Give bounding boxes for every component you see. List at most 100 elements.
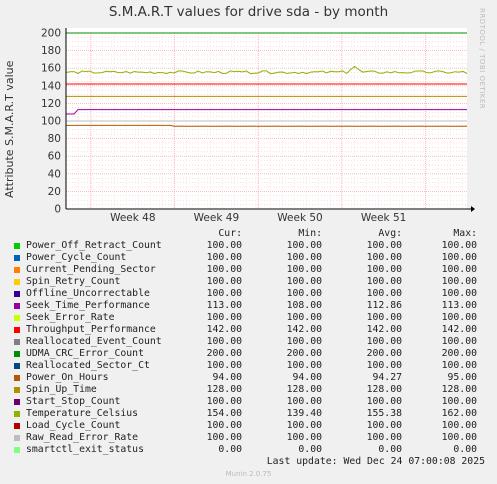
series-line-power-on-hours	[66, 124, 467, 127]
x-tick-label: Week 51	[361, 212, 406, 224]
legend-row: Raw_Read_Error_Rate 100.00 100.00 100.00 100…	[12, 432, 487, 444]
legend-value-max: 100.00	[441, 252, 477, 263]
legend-value-min: 0.00	[298, 444, 322, 455]
last-update: Last update: Wed Dec 24 07:00:08 2025	[266, 456, 485, 467]
legend-series-name: Seek_Time_Performance	[26, 300, 150, 311]
chart-plot: 0 20 40 60 80 100 120 140 160 180 200 Week 48 Week 4…	[41, 28, 475, 224]
legend-row: Power_Cycle_Count 100.00 100.00 100.00 100.0…	[12, 252, 487, 264]
legend-value-cur: 100.00	[206, 276, 242, 287]
legend-value-min: 100.00	[286, 432, 322, 443]
legend-value-min: 100.00	[286, 420, 322, 431]
legend-value-min: 100.00	[286, 240, 322, 251]
legend-swatch	[14, 375, 20, 381]
y-tick-label: 80	[48, 133, 61, 145]
legend-value-cur: 100.00	[206, 420, 242, 431]
legend-value-min: 100.00	[286, 264, 322, 275]
legend-swatch	[14, 363, 20, 369]
legend-value-avg: 100.00	[366, 288, 402, 299]
legend-row: Reallocated_Sector_Ct 100.00 100.00 100.00 1…	[12, 360, 487, 372]
legend-series-name: Start_Stop_Count	[26, 396, 121, 407]
legend-value-min: 100.00	[286, 312, 322, 323]
y-tick-label: 160	[41, 63, 61, 75]
y-tick-label: 60	[48, 151, 61, 163]
y-tick-label: 120	[41, 98, 61, 110]
y-tick-label: 180	[41, 45, 61, 57]
legend-value-cur: 100.00	[206, 240, 242, 251]
legend-value-cur: 100.00	[206, 252, 242, 263]
legend-value-max: 100.00	[441, 240, 477, 251]
y-tick-label: 40	[48, 168, 61, 180]
legend-row: Throughput_Performance 142.00 142.00 142.00…	[12, 324, 487, 336]
legend-swatch	[14, 255, 20, 261]
legend-row: Power_On_Hours 94.00 94.00 94.27 95.00	[12, 372, 487, 384]
legend-row: Temperature_Celsius 154.00 139.40 155.38 162…	[12, 408, 487, 420]
legend-row: Seek_Time_Performance 113.00 108.00 112.86 1…	[12, 300, 487, 312]
legend-swatch	[14, 315, 20, 321]
legend-swatch	[14, 291, 20, 297]
legend-swatch	[14, 279, 20, 285]
legend-row: Current_Pending_Sector 100.00 100.00 100.00…	[12, 264, 487, 276]
legend-series-name: Raw_Read_Error_Rate	[26, 432, 139, 443]
legend-value-min: 100.00	[286, 336, 322, 347]
legend-value-min: 94.00	[292, 372, 323, 383]
legend-header-max: Max:	[453, 228, 477, 239]
legend-value-max: 100.00	[441, 288, 477, 299]
legend-swatch	[14, 339, 20, 345]
legend-row: Reallocated_Event_Count 100.00 100.00 100.0…	[12, 336, 487, 348]
legend-value-min: 100.00	[286, 276, 322, 287]
legend-value-min: 100.00	[286, 396, 322, 407]
legend-value-avg: 94.27	[372, 372, 403, 383]
legend-value-max: 100.00	[441, 420, 477, 431]
legend-value-max: 0.00	[453, 444, 477, 455]
legend-swatch	[14, 243, 20, 249]
legend-series-name: UDMA_CRC_Error_Count	[26, 348, 144, 359]
legend-value-cur: 100.00	[206, 336, 242, 347]
legend-swatch	[14, 267, 20, 273]
legend-value-min: 100.00	[286, 288, 322, 299]
legend-series-name: Reallocated_Sector_Ct	[26, 360, 150, 371]
legend-value-avg: 142.00	[366, 324, 402, 335]
legend-header-cur: Cur:	[218, 228, 242, 239]
legend-value-max: 200.00	[441, 348, 477, 359]
legend-row: Offline_Uncorrectable 100.00 100.00 100.00 1…	[12, 288, 487, 300]
legend-row: UDMA_CRC_Error_Count 200.00 200.00 200.00 20…	[12, 348, 487, 360]
legend-value-max: 100.00	[441, 312, 477, 323]
legend-swatch	[14, 423, 20, 429]
x-tick-label: Week 49	[194, 212, 239, 224]
legend-value-max: 162.00	[441, 408, 477, 419]
legend-value-min: 128.00	[286, 384, 322, 395]
legend-value-max: 100.00	[441, 432, 477, 443]
y-tick-label: 140	[41, 80, 61, 92]
legend-value-avg: 0.00	[378, 444, 402, 455]
legend-value-max: 128.00	[441, 384, 477, 395]
x-axis-arrow	[471, 206, 475, 212]
legend-series-name: Seek_Error_Rate	[26, 312, 115, 323]
legend-header: Cur: Min: Avg: Max:	[12, 228, 487, 240]
x-tick-label: Week 50	[277, 212, 322, 224]
legend-value-cur: 100.00	[206, 360, 242, 371]
legend-series-name: Offline_Uncorrectable	[26, 288, 150, 299]
legend-value-max: 95.00	[447, 372, 478, 383]
legend-value-avg: 100.00	[366, 276, 402, 287]
legend-value-min: 100.00	[286, 360, 322, 371]
legend-swatch	[14, 447, 20, 453]
legend-value-cur: 100.00	[206, 396, 242, 407]
legend-value-cur: 154.00	[206, 408, 242, 419]
legend-value-cur: 94.00	[212, 372, 243, 383]
legend-value-avg: 200.00	[366, 348, 402, 359]
legend-value-avg: 100.00	[366, 252, 402, 263]
legend-series-name: Spin_Up_Time	[26, 384, 97, 395]
legend-series-name: smartctl_exit_status	[26, 444, 144, 455]
legend-row: Start_Stop_Count 100.00 100.00 100.00 100.00	[12, 396, 487, 408]
y-tick-label: 0	[54, 204, 61, 216]
legend-swatch	[14, 351, 20, 357]
legend-row: Seek_Error_Rate 100.00 100.00 100.00 100.00	[12, 312, 487, 324]
legend-value-avg: 100.00	[366, 420, 402, 431]
legend-value-avg: 112.86	[366, 300, 402, 311]
legend-value-avg: 100.00	[366, 432, 402, 443]
legend-value-avg: 155.38	[366, 408, 402, 419]
legend-value-avg: 100.00	[366, 396, 402, 407]
legend-value-cur: 113.00	[206, 300, 242, 311]
legend-row: Load_Cycle_Count 100.00 100.00 100.00 100.00	[12, 420, 487, 432]
y-tick-label: 20	[48, 186, 61, 198]
